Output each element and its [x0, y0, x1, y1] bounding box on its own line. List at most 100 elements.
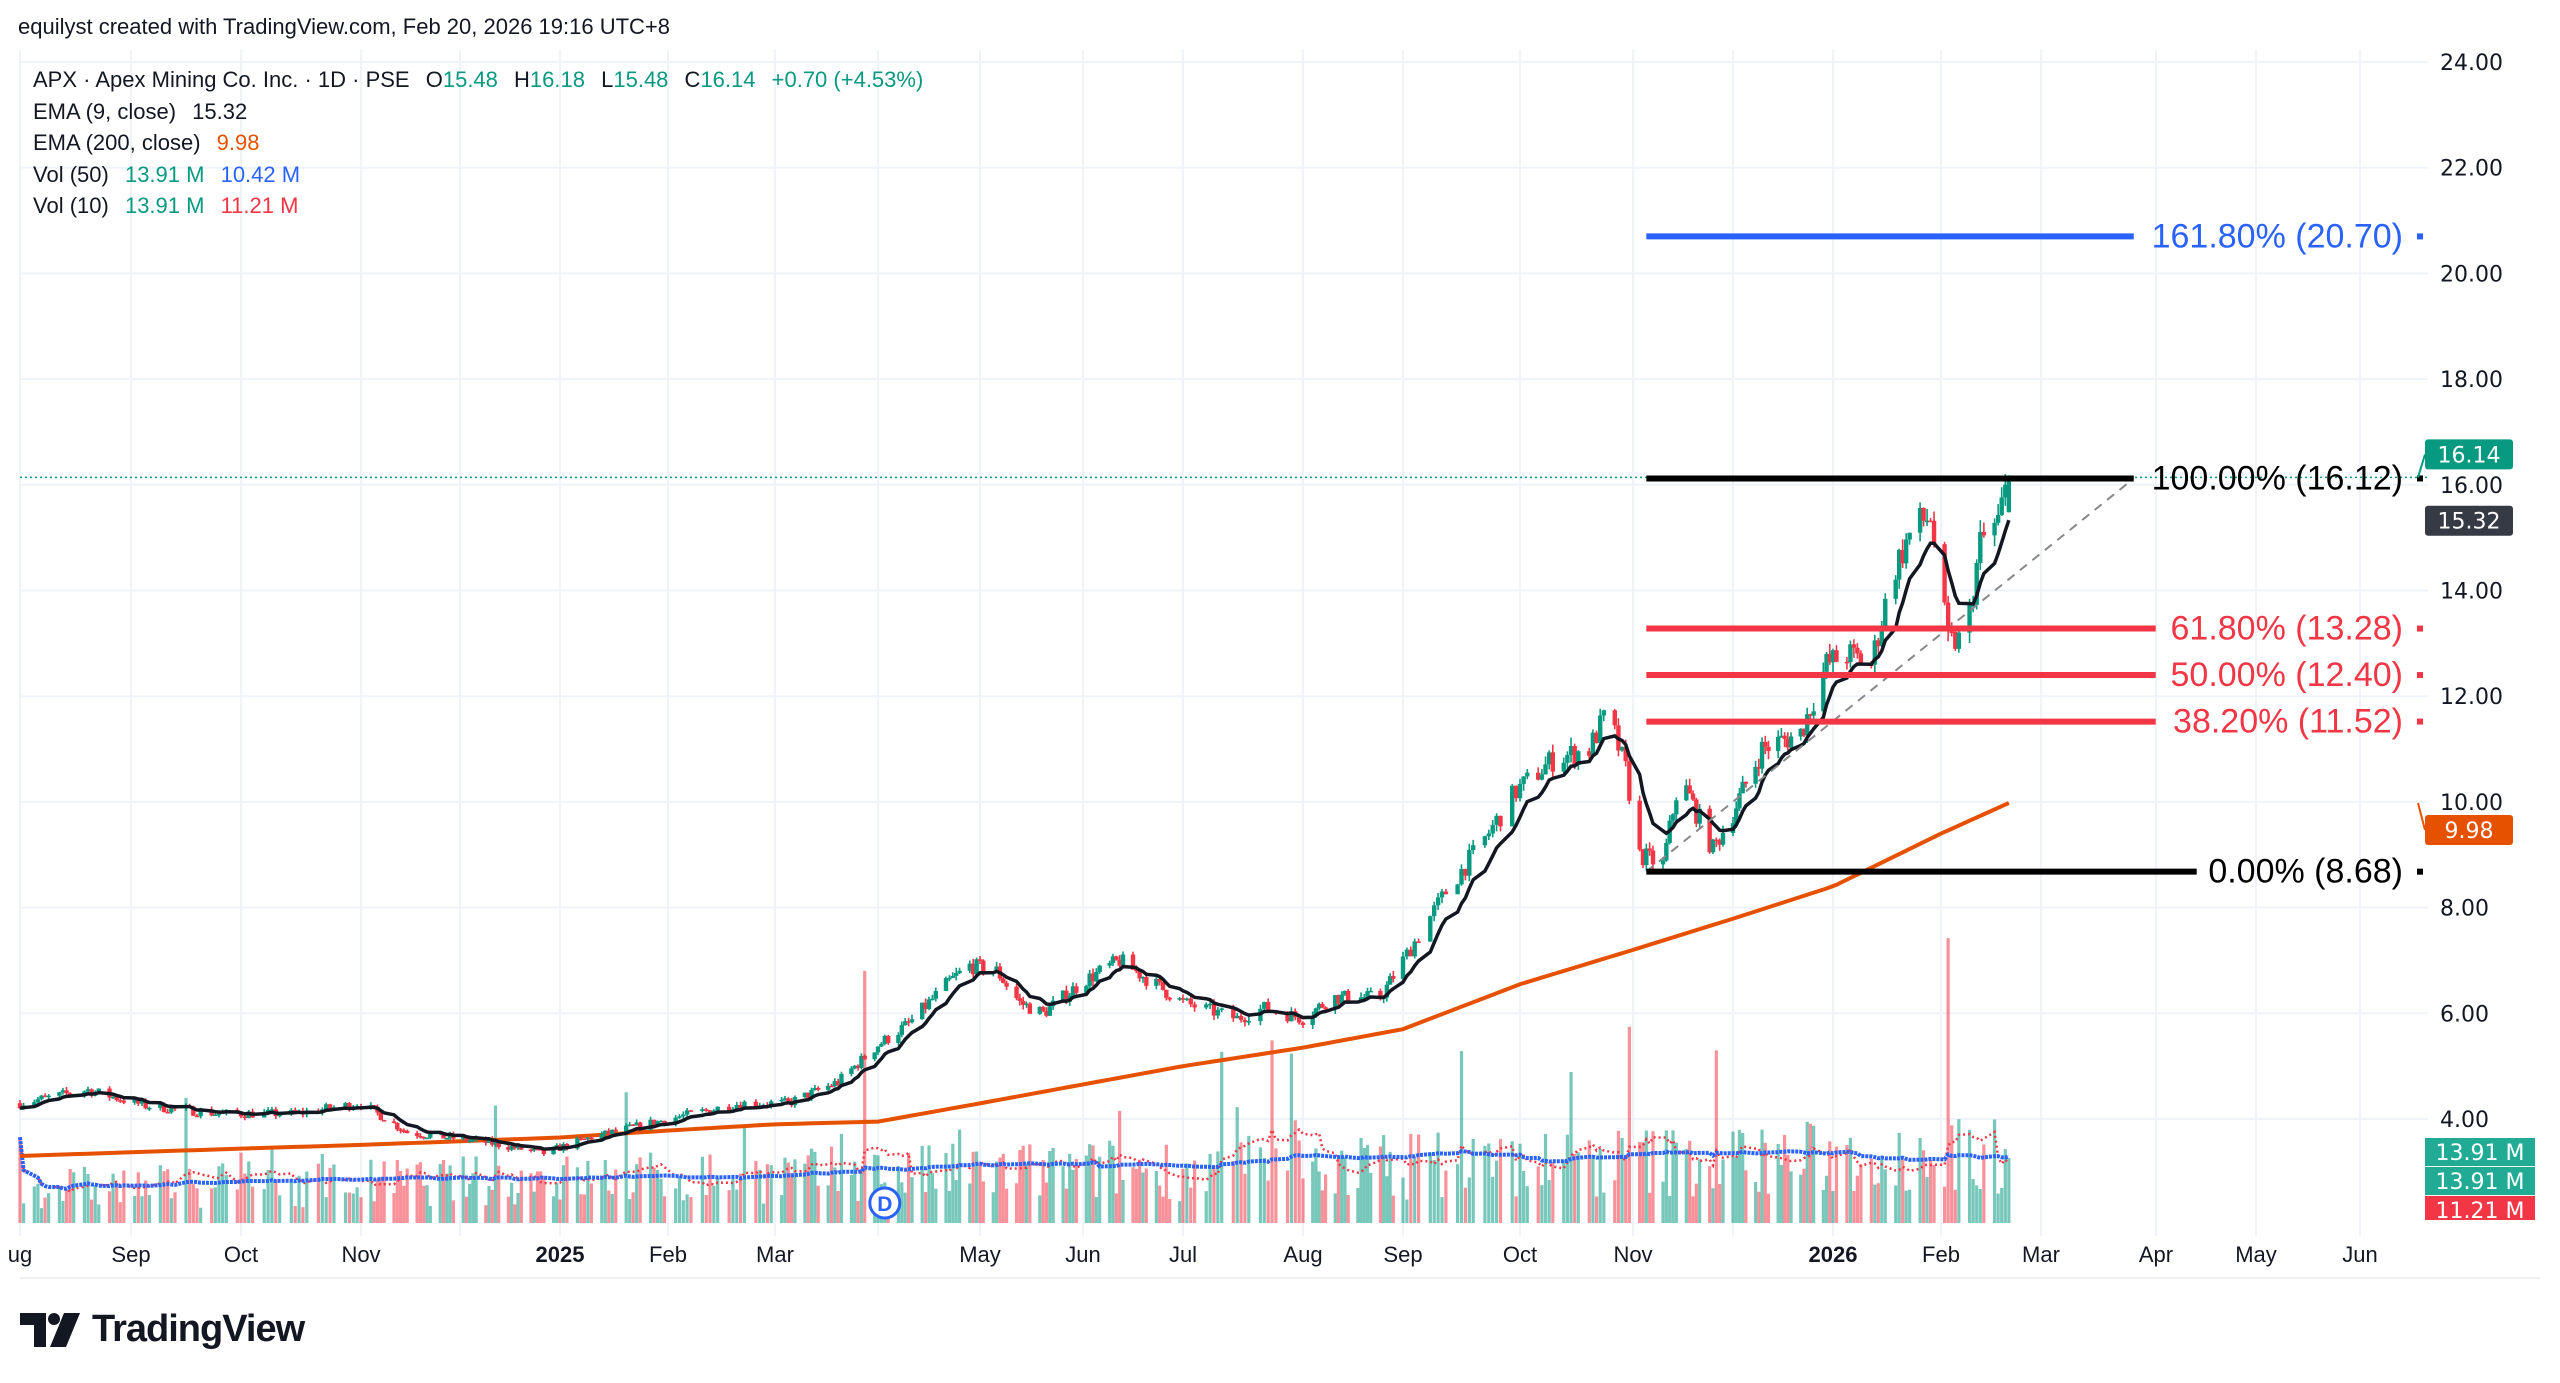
candle-body	[875, 1046, 881, 1053]
candle-body	[1851, 644, 1857, 648]
volume-bar	[1757, 1191, 1761, 1223]
candle-body	[1404, 949, 1410, 957]
candle-body	[242, 1116, 248, 1119]
volume-bar	[968, 1183, 972, 1223]
candle	[1467, 843, 1472, 882]
volume-bar	[140, 1196, 144, 1223]
volume-bar	[542, 1176, 546, 1223]
candle-body	[634, 1122, 639, 1126]
volume-bar	[1311, 1161, 1315, 1223]
candle-body	[1779, 735, 1784, 738]
vol10-volume-value: 13.91 M	[124, 193, 205, 218]
legend-vol10-row[interactable]: Vol (10) 13.91 M 11.21 M	[33, 190, 923, 222]
candle-body	[1687, 785, 1692, 794]
volume-bar	[579, 1194, 583, 1223]
candle	[849, 1066, 854, 1077]
dividend-marker[interactable]: D	[868, 1186, 902, 1220]
volume-bar	[1510, 1141, 1514, 1223]
candle	[906, 1017, 911, 1027]
volume-bar	[859, 1173, 863, 1223]
candle-body	[1467, 850, 1472, 876]
candle-body	[512, 1146, 518, 1149]
volume-bar	[1432, 1159, 1436, 1223]
candle	[1160, 981, 1166, 991]
price-badge	[2425, 439, 2513, 470]
candle-body	[1576, 751, 1581, 765]
candle	[977, 956, 983, 965]
legend-symbol-row[interactable]: APX · Apex Mining Co. Inc. · 1D · PSE O1…	[33, 64, 923, 96]
candle	[1848, 640, 1853, 668]
time-axis-label: 2026	[1809, 1242, 1858, 1267]
candle	[688, 1109, 694, 1112]
candle-body	[1949, 631, 1954, 634]
candle-body	[1289, 1011, 1294, 1022]
volume-bar	[1131, 1167, 1135, 1223]
price-chart[interactable]: 161.80% (20.70) 100.00% (16.12) 61.80% (13…	[0, 0, 2560, 1300]
candle-body	[782, 1098, 788, 1100]
candle-body	[1014, 986, 1019, 999]
volume-ma10-line	[18, 1126, 2010, 1194]
candle-body	[467, 1140, 472, 1142]
candle	[1180, 994, 1186, 1003]
ema200-label: EMA (200, close)	[33, 130, 201, 155]
legend-ema9-row[interactable]: EMA (9, close) 15.32	[33, 96, 923, 128]
low-label: L	[601, 67, 614, 92]
candle-body	[143, 1100, 148, 1109]
candle	[637, 1121, 643, 1133]
candle-body	[1978, 532, 1983, 563]
candle-body	[1140, 977, 1146, 979]
candle-body	[903, 1021, 908, 1026]
candle-body	[1759, 741, 1765, 769]
candle-body	[981, 960, 986, 974]
candle-body	[585, 1137, 591, 1140]
close-value: 16.14	[700, 67, 756, 92]
tradingview-logo[interactable]: TradingView	[20, 1308, 305, 1351]
legend-ema200-row[interactable]: EMA (200, close) 9.98	[33, 127, 923, 159]
volume-bar	[1753, 1182, 1758, 1223]
volume-bar	[1301, 1178, 1305, 1223]
candle	[1536, 767, 1541, 781]
volume-bar	[1204, 1191, 1208, 1223]
candle-body	[1737, 793, 1742, 809]
candle-body	[1945, 602, 1951, 632]
volume-bar	[224, 1175, 228, 1223]
volume-bar	[415, 1164, 419, 1223]
candle	[1044, 1007, 1049, 1018]
candle-body	[855, 1065, 861, 1069]
volume-bar	[1154, 1170, 1158, 1223]
candle	[1459, 864, 1464, 886]
time-axis-label: Sep	[1383, 1242, 1422, 1267]
volume-bar	[1518, 1143, 1522, 1223]
candle-body	[1044, 1010, 1049, 1016]
volume-bar	[816, 1185, 820, 1223]
candle-body	[1097, 965, 1102, 973]
candle-body	[323, 1104, 329, 1110]
volume-bar	[513, 1204, 517, 1223]
candle-body	[2003, 484, 2008, 498]
volume-bar	[600, 1175, 604, 1223]
candle-body	[1130, 954, 1136, 970]
legend-vol50-row[interactable]: Vol (50) 13.91 M 10.42 M	[33, 159, 923, 191]
fib-level-label: 38.20% (11.52)	[2173, 703, 2403, 741]
candles	[17, 474, 2012, 1157]
candle	[1296, 1016, 1302, 1025]
candle	[1834, 645, 1839, 663]
candle-body	[391, 1121, 397, 1123]
candle-body	[1070, 986, 1076, 996]
candle-body	[1513, 785, 1519, 799]
candle	[1412, 938, 1417, 959]
candle	[1242, 1017, 1248, 1027]
volume-bar	[1297, 1140, 1301, 1223]
candle-body	[1017, 998, 1023, 1001]
candle-body	[1587, 751, 1592, 756]
volume-bar	[64, 1189, 69, 1223]
volume-bar	[662, 1196, 667, 1223]
candle-body	[886, 1035, 891, 1043]
volume-badge-label: 11.21 M	[2436, 1199, 2525, 1224]
volume-bar	[735, 1189, 739, 1223]
volume-bar	[1598, 1148, 1602, 1223]
candle	[1561, 757, 1566, 775]
candle-body	[1830, 650, 1836, 663]
candle-body	[835, 1081, 841, 1085]
volume-bar	[700, 1156, 704, 1223]
